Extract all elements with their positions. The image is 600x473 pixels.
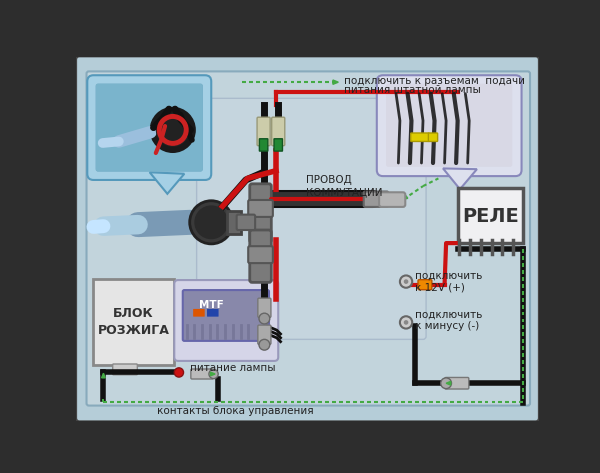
FancyBboxPatch shape: [193, 309, 205, 316]
FancyBboxPatch shape: [250, 230, 271, 282]
Circle shape: [190, 201, 233, 244]
Circle shape: [404, 279, 409, 284]
FancyBboxPatch shape: [86, 71, 530, 405]
FancyBboxPatch shape: [258, 325, 271, 344]
Text: MTF: MTF: [199, 300, 224, 310]
FancyBboxPatch shape: [248, 200, 273, 217]
FancyBboxPatch shape: [445, 377, 469, 389]
Text: подключить
к 12V (+): подключить к 12V (+): [415, 271, 482, 292]
FancyBboxPatch shape: [250, 184, 271, 242]
FancyBboxPatch shape: [207, 309, 218, 316]
Polygon shape: [446, 381, 451, 385]
Text: РЕЛЕ: РЕЛЕ: [463, 208, 519, 227]
FancyBboxPatch shape: [377, 75, 521, 176]
FancyBboxPatch shape: [257, 117, 270, 146]
FancyBboxPatch shape: [94, 279, 174, 365]
Polygon shape: [101, 373, 105, 378]
FancyBboxPatch shape: [272, 117, 285, 146]
FancyBboxPatch shape: [197, 98, 426, 339]
Text: ПРОВОД
КОММУТАЦИИ: ПРОВОД КОММУТАЦИИ: [306, 175, 382, 198]
FancyBboxPatch shape: [227, 211, 241, 234]
FancyBboxPatch shape: [379, 193, 405, 207]
FancyBboxPatch shape: [364, 192, 388, 207]
Circle shape: [259, 313, 270, 324]
Text: подключить к разъемам  подачи: подключить к разъемам подачи: [344, 76, 526, 86]
FancyBboxPatch shape: [113, 364, 137, 375]
Circle shape: [404, 320, 409, 325]
FancyBboxPatch shape: [259, 139, 268, 151]
FancyBboxPatch shape: [258, 298, 271, 317]
Polygon shape: [333, 80, 338, 84]
FancyBboxPatch shape: [76, 56, 539, 422]
Circle shape: [194, 205, 228, 239]
Circle shape: [174, 368, 184, 377]
FancyBboxPatch shape: [428, 133, 437, 141]
Circle shape: [400, 275, 412, 288]
FancyBboxPatch shape: [418, 280, 432, 289]
Polygon shape: [211, 372, 215, 376]
FancyBboxPatch shape: [96, 84, 203, 172]
FancyBboxPatch shape: [386, 84, 512, 167]
Text: подключить
к минусу (-): подключить к минусу (-): [415, 309, 482, 331]
Text: контакты блока управления: контакты блока управления: [157, 406, 314, 416]
FancyBboxPatch shape: [96, 84, 203, 172]
FancyBboxPatch shape: [274, 139, 283, 151]
FancyBboxPatch shape: [174, 280, 278, 361]
Circle shape: [259, 339, 270, 350]
Circle shape: [156, 113, 190, 147]
FancyBboxPatch shape: [183, 290, 269, 341]
Polygon shape: [149, 172, 184, 194]
Circle shape: [209, 369, 218, 378]
FancyBboxPatch shape: [236, 215, 255, 230]
Circle shape: [149, 107, 196, 153]
FancyBboxPatch shape: [87, 75, 211, 180]
Circle shape: [400, 316, 412, 329]
Text: питание лампы: питание лампы: [190, 363, 276, 373]
FancyBboxPatch shape: [410, 133, 429, 141]
FancyBboxPatch shape: [191, 369, 213, 379]
Polygon shape: [404, 196, 408, 199]
Circle shape: [441, 378, 451, 389]
Polygon shape: [443, 168, 477, 189]
FancyBboxPatch shape: [248, 246, 273, 263]
FancyBboxPatch shape: [458, 188, 523, 243]
Text: БЛОК
РОЗЖИГА: БЛОК РОЗЖИГА: [98, 307, 169, 337]
Text: питания штатной лампы: питания штатной лампы: [344, 85, 481, 95]
